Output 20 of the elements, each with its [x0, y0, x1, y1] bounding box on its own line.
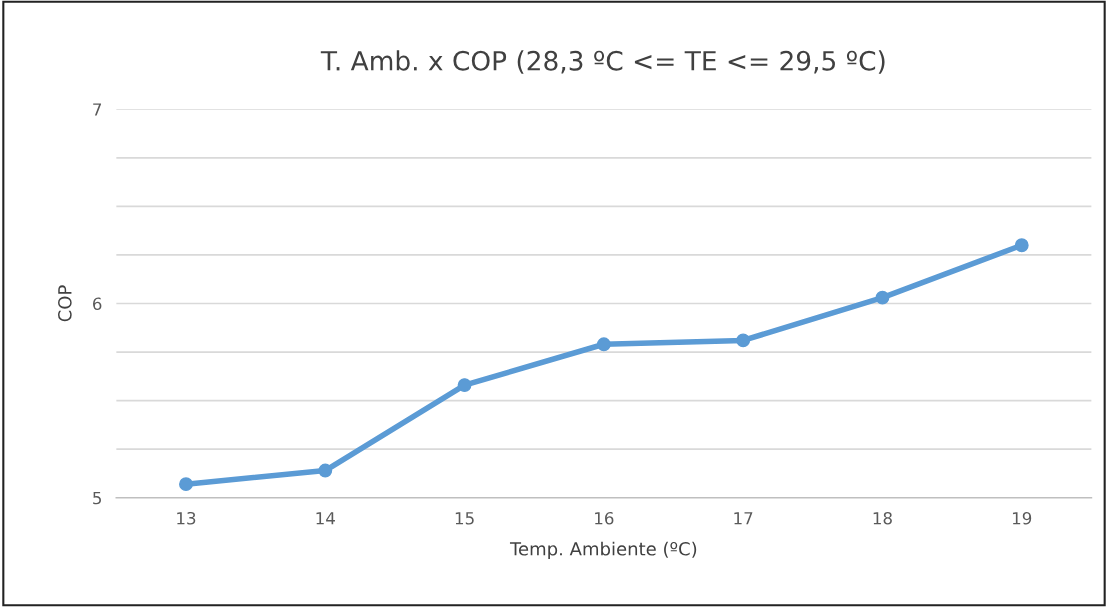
- point: [318, 463, 333, 478]
- x-tick-label: 15: [455, 512, 474, 525]
- x-tick-label: 13: [177, 511, 196, 525]
- x-tick-label: 17: [734, 512, 753, 525]
- y-tick-label: 7: [93, 103, 102, 116]
- y-tick-label: 5: [93, 491, 101, 505]
- point: [457, 378, 472, 393]
- point: [596, 337, 611, 352]
- x-tick-label: 14: [316, 512, 335, 525]
- point: [875, 290, 890, 305]
- point: [179, 477, 193, 492]
- chart-title: T. Amb. x COP (28,3 ºC <= TE <= 29,5 ºC): [320, 50, 885, 74]
- point: [1014, 238, 1029, 253]
- x-axis-title: Temp. Ambiente (ºC): [509, 541, 697, 560]
- x-tick-label: 19: [1012, 511, 1032, 525]
- y-tick-label: 6: [93, 297, 102, 311]
- point: [736, 333, 751, 348]
- x-tick-label: 18: [873, 511, 892, 525]
- x-tick-label: 16: [595, 511, 614, 525]
- y-axis-title: COP: [58, 285, 72, 322]
